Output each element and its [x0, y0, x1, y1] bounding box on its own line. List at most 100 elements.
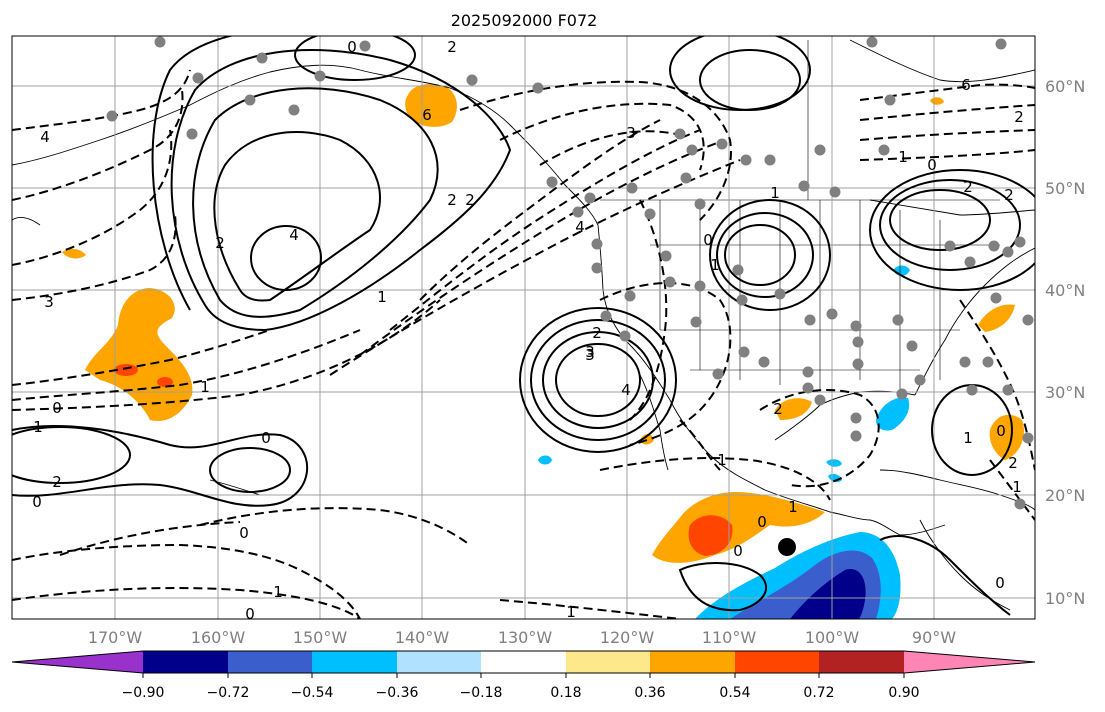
contour-label: 1	[710, 256, 720, 274]
positive-anomaly-region	[405, 84, 457, 127]
lon-label-150: 150°W	[293, 628, 348, 647]
colorbar-tick-label: 0.72	[803, 685, 834, 701]
contour-label: 2	[963, 178, 973, 196]
colorbar-tick-label: 0.90	[888, 685, 919, 701]
negative-anomaly-region	[538, 455, 552, 465]
colorbar-tick-label: 0.36	[634, 685, 665, 701]
longitude-labels: 170°W 160°W 150°W 140°W 130°W 120°W 110°…	[88, 628, 956, 647]
contour-label: 1	[566, 603, 576, 621]
colorbar-extend-high	[904, 651, 1035, 673]
contour-label: 1	[788, 498, 798, 516]
contour-label: 2	[215, 234, 225, 252]
contour-label: 2	[773, 400, 783, 418]
colorbar-segment	[650, 651, 735, 673]
colorbar-tick-label: −0.90	[122, 685, 165, 701]
lon-label-100: 100°W	[805, 628, 860, 647]
colorbar-tick-label: 0.18	[550, 685, 581, 701]
contour-label: 0	[757, 513, 767, 531]
positive-anomaly-region	[775, 398, 812, 420]
contour-label: 0	[32, 493, 42, 511]
contour-label: 3	[626, 124, 636, 142]
positive-anomaly-region	[978, 304, 1015, 332]
lon-label-160: 160°W	[191, 628, 246, 647]
contour-label: 2	[52, 473, 62, 491]
storm-center-marker	[778, 538, 796, 556]
contour-label: 0	[927, 156, 937, 174]
positive-anomaly-region	[989, 414, 1025, 460]
negative-anomaly-region	[790, 569, 866, 619]
contour-labels: 0 2 0 4 1 6 3 1 0 2 2 2 6 3 2 0 1 4 2 4 …	[32, 38, 1024, 623]
colorbar-tick-label: −0.72	[207, 685, 250, 701]
contour-label: 1	[717, 451, 727, 469]
contour-label: 2	[592, 324, 602, 342]
shaded-fields	[62, 84, 1025, 619]
strong-anomaly-region	[157, 377, 173, 387]
map-frame	[11, 35, 1036, 620]
contour-label: 1	[377, 288, 387, 306]
contour-label: 1	[770, 184, 780, 202]
positive-anomaly-region	[62, 248, 86, 259]
contour-label: 1	[273, 583, 283, 601]
colorbar-tick-label: −0.54	[291, 685, 334, 701]
contour-label: 0	[239, 524, 249, 542]
strong-anomaly-region	[114, 364, 138, 376]
lon-label-130: 130°W	[498, 628, 553, 647]
contour-label: 2	[1014, 108, 1024, 126]
solid-contours	[12, 36, 1035, 616]
contour-label: 1	[33, 418, 43, 436]
lat-label-10: 10°N	[1045, 589, 1085, 608]
observation-dots	[106, 36, 1034, 510]
negative-anomaly-region	[876, 397, 910, 431]
lat-label-60: 60°N	[1045, 77, 1085, 96]
colorbar-segment	[735, 651, 819, 673]
positive-anomaly-region	[85, 288, 193, 421]
lon-label-170: 170°W	[88, 628, 143, 647]
contour-label: 6	[961, 76, 971, 94]
lon-label-140: 140°W	[395, 628, 450, 647]
colorbar-tick-label: −0.18	[460, 685, 503, 701]
contour-label: 0	[703, 231, 713, 249]
contour-label: 0	[52, 399, 62, 417]
contour-label: 2	[465, 191, 475, 209]
lat-label-30: 30°N	[1045, 383, 1085, 402]
contour-label: 1	[963, 429, 973, 447]
colorbar-tick-label: 0.54	[719, 685, 750, 701]
contour-label: 2	[447, 38, 457, 56]
contour-label: 0	[733, 542, 743, 560]
map-area: 0 2 0 4 1 6 3 1 0 2 2 2 6 3 2 0 1 4 2 4 …	[12, 36, 1035, 623]
colorbar-segment	[143, 651, 228, 673]
latitude-labels: 60°N 50°N 40°N 30°N 20°N 10°N	[1045, 77, 1085, 608]
contour-label: 6	[422, 106, 432, 124]
contour-label: 4	[621, 381, 631, 399]
contour-label: 1	[200, 378, 210, 396]
lon-label-90: 90°W	[912, 628, 956, 647]
dashed-contours	[12, 69, 1035, 619]
lon-label-120: 120°W	[600, 628, 655, 647]
contour-label: 2	[447, 191, 457, 209]
lat-label-50: 50°N	[1045, 179, 1085, 198]
contour-label: 0	[347, 38, 357, 56]
lat-label-20: 20°N	[1045, 486, 1085, 505]
colorbar-segment	[819, 651, 904, 673]
colorbar-segment	[228, 651, 312, 673]
contour-label: 2	[1008, 454, 1018, 472]
lat-label-40: 40°N	[1045, 281, 1085, 300]
map-background	[12, 36, 1035, 619]
colorbar-segment	[481, 651, 566, 673]
contour-label: 0	[245, 605, 255, 623]
colorbar-segment	[397, 651, 481, 673]
strong-anomaly-region	[688, 515, 733, 556]
contour-label: 4	[40, 128, 50, 146]
colorbar-segment	[312, 651, 397, 673]
colorbar-tick-label: −0.36	[376, 685, 419, 701]
colorbar: −0.90 −0.72 −0.54 −0.36 −0.18 0.18 0.36 …	[11, 650, 1036, 701]
colorbar-segment	[566, 651, 650, 673]
colorbar-ticks	[142, 673, 905, 678]
colorbar-extend-low	[12, 651, 143, 673]
contour-label: 3	[585, 343, 595, 361]
contour-label: 0	[996, 422, 1006, 440]
contour-label: 0	[261, 429, 271, 447]
contour-label: 3	[585, 346, 595, 364]
negative-anomaly-region	[826, 459, 842, 467]
